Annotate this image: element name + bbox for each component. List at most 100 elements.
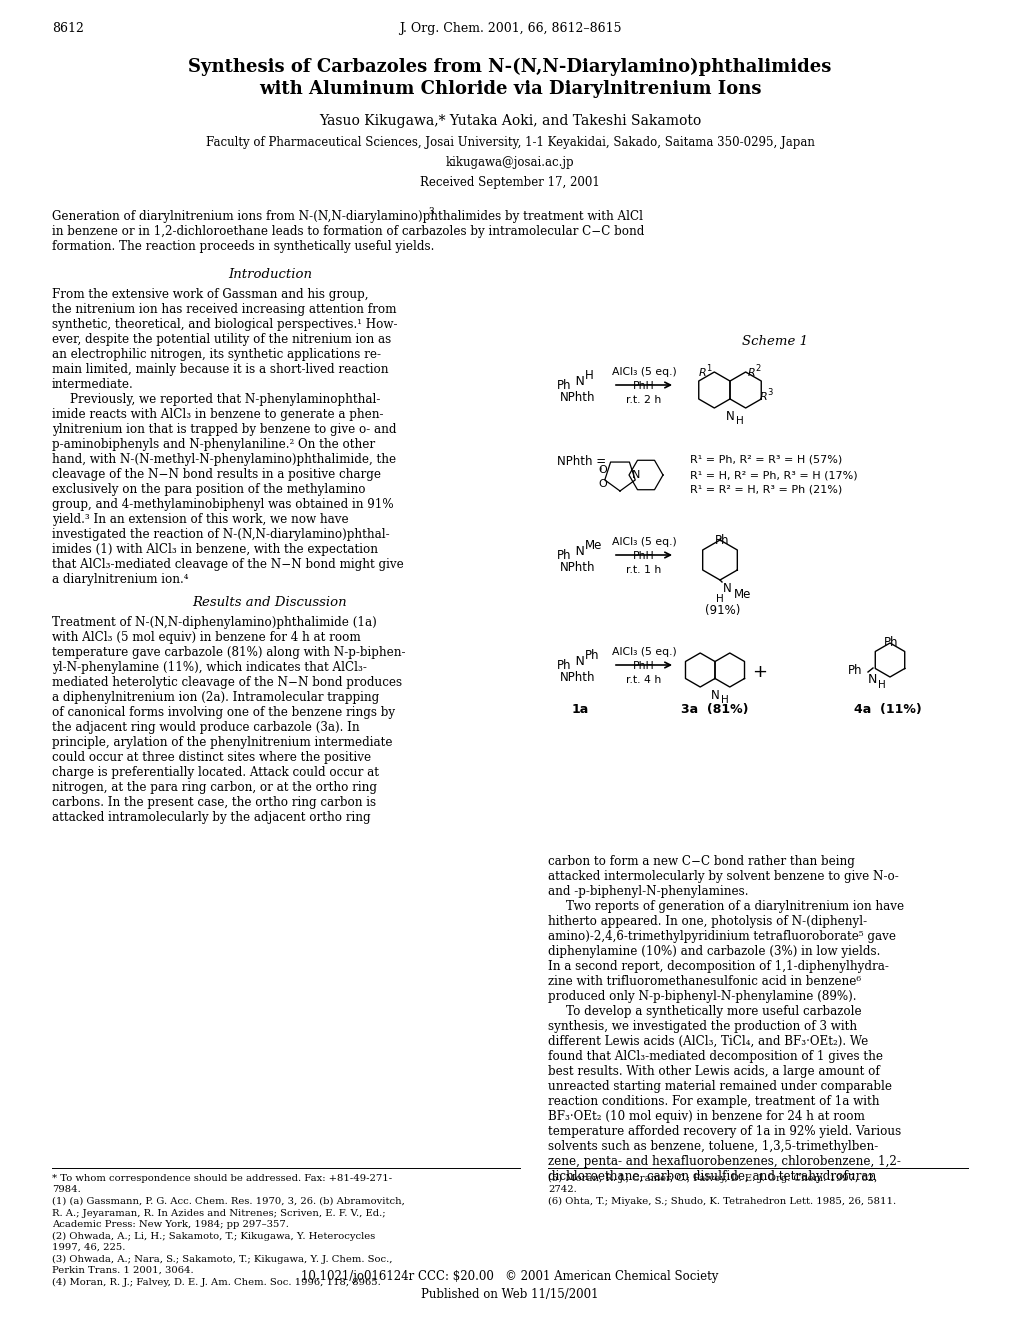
Text: investigated the reaction of N-(N,N-diarylamino)phthal-: investigated the reaction of N-(N,N-diar… [52,528,389,541]
Text: N: N [573,375,584,388]
Text: R: R [759,392,766,403]
Text: temperature afforded recovery of 1a in 92% yield. Various: temperature afforded recovery of 1a in 9… [547,1125,901,1138]
Text: the nitrenium ion has received increasing attention from: the nitrenium ion has received increasin… [52,304,396,315]
Text: temperature gave carbazole (81%) along with N-p-biphen-: temperature gave carbazole (81%) along w… [52,645,406,659]
Text: Ph: Ph [556,379,571,392]
Text: R: R [698,368,705,378]
Text: main limited, mainly because it is a short-lived reaction: main limited, mainly because it is a sho… [52,363,388,376]
Text: 3: 3 [767,388,772,397]
Text: 2742.: 2742. [547,1185,576,1195]
Text: AlCl₃ (5 eq.): AlCl₃ (5 eq.) [611,367,676,378]
Text: H: H [715,594,723,605]
Text: imide reacts with AlCl₃ in benzene to generate a phen-: imide reacts with AlCl₃ in benzene to ge… [52,408,383,421]
Text: Faculty of Pharmaceutical Sciences, Josai University, 1-1 Keyakidai, Sakado, Sai: Faculty of Pharmaceutical Sciences, Josa… [206,136,813,149]
Text: principle, arylation of the phenylnitrenium intermediate: principle, arylation of the phenylnitren… [52,737,392,748]
Text: NPhth: NPhth [559,671,595,684]
Text: imides (1) with AlCl₃ in benzene, with the expectation: imides (1) with AlCl₃ in benzene, with t… [52,543,378,556]
Text: (4) Moran, R. J.; Falvey, D. E. J. Am. Chem. Soc. 1996, 118, 8965.: (4) Moran, R. J.; Falvey, D. E. J. Am. C… [52,1278,380,1287]
Text: J. Org. Chem. 2001, 66, 8612–8615: J. Org. Chem. 2001, 66, 8612–8615 [398,22,621,36]
Text: PhH: PhH [633,381,654,391]
Text: 4a  (11%): 4a (11%) [853,704,921,715]
Text: that AlCl₃-mediated cleavage of the N−N bond might give: that AlCl₃-mediated cleavage of the N−N … [52,558,404,572]
Text: N: N [573,655,584,668]
Text: N: N [726,411,734,422]
Text: To develop a synthetically more useful carbazole: To develop a synthetically more useful c… [566,1005,861,1018]
Text: cleavage of the N−N bond results in a positive charge: cleavage of the N−N bond results in a po… [52,469,381,480]
Text: r.t. 2 h: r.t. 2 h [626,395,661,405]
Text: and -p-biphenyl-N-phenylamines.: and -p-biphenyl-N-phenylamines. [547,884,748,898]
Text: Published on Web 11/15/2001: Published on Web 11/15/2001 [421,1288,598,1302]
Text: R: R [747,368,755,378]
Text: r.t. 1 h: r.t. 1 h [626,565,661,576]
Text: O: O [597,479,606,488]
Text: Treatment of N-(N,N-diphenylamino)phthalimide (1a): Treatment of N-(N,N-diphenylamino)phthal… [52,616,376,630]
Text: AlCl₃ (5 eq.): AlCl₃ (5 eq.) [611,537,676,546]
Text: group, and 4-methylaminobiphenyl was obtained in 91%: group, and 4-methylaminobiphenyl was obt… [52,498,393,511]
Text: ylnitrenium ion that is trapped by benzene to give o- and: ylnitrenium ion that is trapped by benze… [52,422,396,436]
Text: best results. With other Lewis acids, a large amount of: best results. With other Lewis acids, a … [547,1065,879,1078]
Text: R¹ = R² = H, R³ = Ph (21%): R¹ = R² = H, R³ = Ph (21%) [689,484,842,495]
Text: Ph: Ph [556,549,571,562]
Text: +: + [752,663,766,681]
Text: a diarylnitrenium ion.⁴: a diarylnitrenium ion.⁴ [52,573,189,586]
Text: PhH: PhH [633,550,654,561]
Text: dichloroethane, carbon disulfide, and tetrahydrofuran: dichloroethane, carbon disulfide, and te… [547,1170,875,1183]
Text: N: N [632,470,640,480]
Text: Me: Me [585,539,602,552]
Text: exclusively on the para position of the methylamino: exclusively on the para position of the … [52,483,365,496]
Text: 7984.: 7984. [52,1185,81,1195]
Text: O: O [597,465,606,475]
Text: synthesis, we investigated the production of 3 with: synthesis, we investigated the productio… [547,1020,856,1034]
Text: zene, penta- and hexafluorobenzenes, chlorobenzene, 1,2-: zene, penta- and hexafluorobenzenes, chl… [547,1155,900,1168]
Text: (91%): (91%) [704,605,740,616]
Text: Synthesis of Carbazoles from N-(N,N-Diarylamino)phthalimides: Synthesis of Carbazoles from N-(N,N-Diar… [189,58,830,77]
Text: * To whom correspondence should be addressed. Fax: +81-49-271-: * To whom correspondence should be addre… [52,1173,391,1183]
Text: attacked intermolecularly by solvent benzene to give N-o-: attacked intermolecularly by solvent ben… [547,870,898,883]
Text: Received September 17, 2001: Received September 17, 2001 [420,176,599,189]
Text: different Lewis acids (AlCl₃, TiCl₄, and BF₃·OEt₂). We: different Lewis acids (AlCl₃, TiCl₄, and… [547,1035,867,1048]
Text: solvents such as benzene, toluene, 1,3,5-trimethylben-: solvents such as benzene, toluene, 1,3,5… [547,1140,877,1152]
Text: H: H [585,370,593,381]
Text: produced only N-p-biphenyl-N-phenylamine (89%).: produced only N-p-biphenyl-N-phenylamine… [547,990,856,1003]
Text: Ph: Ph [883,636,898,649]
Text: N: N [722,582,731,595]
Text: Ph: Ph [714,535,729,546]
Text: 8612: 8612 [52,22,84,36]
Text: (6) Ohta, T.; Miyake, S.; Shudo, K. Tetrahedron Lett. 1985, 26, 5811.: (6) Ohta, T.; Miyake, S.; Shudo, K. Tetr… [547,1197,896,1206]
Text: Previously, we reported that N-phenylaminophthal-: Previously, we reported that N-phenylami… [70,393,380,407]
Text: R. A.; Jeyaraman, R. In Azides and Nitrenes; Scriven, E. F. V., Ed.;: R. A.; Jeyaraman, R. In Azides and Nitre… [52,1209,385,1217]
Text: ever, despite the potential utility of the nitrenium ion as: ever, despite the potential utility of t… [52,333,391,346]
Text: 2: 2 [755,364,760,374]
Text: nitrogen, at the para ring carbon, or at the ortho ring: nitrogen, at the para ring carbon, or at… [52,781,377,795]
Text: the adjacent ring would produce carbazole (3a). In: the adjacent ring would produce carbazol… [52,721,360,734]
Text: (3) Ohwada, A.; Nara, S.; Sakamoto, T.; Kikugawa, Y. J. Chem. Soc.,: (3) Ohwada, A.; Nara, S.; Sakamoto, T.; … [52,1254,392,1263]
Text: Results and Discussion: Results and Discussion [193,597,347,609]
Text: attacked intramolecularly by the adjacent ortho ring: attacked intramolecularly by the adjacen… [52,810,370,824]
Text: (2) Ohwada, A.; Li, H.; Sakamoto, T.; Kikugawa, Y. Heterocycles: (2) Ohwada, A.; Li, H.; Sakamoto, T.; Ki… [52,1232,375,1241]
Text: H: H [877,680,884,690]
Text: reaction conditions. For example, treatment of 1a with: reaction conditions. For example, treatm… [547,1096,878,1107]
Text: AlCl₃ (5 eq.): AlCl₃ (5 eq.) [611,647,676,657]
Text: Generation of diarylnitrenium ions from N-(N,N-diarylamino)phthalimides by treat: Generation of diarylnitrenium ions from … [52,210,642,223]
Text: could occur at three distinct sites where the positive: could occur at three distinct sites wher… [52,751,371,764]
Text: (1) (a) Gassmann, P. G. Acc. Chem. Res. 1970, 3, 26. (b) Abramovitch,: (1) (a) Gassmann, P. G. Acc. Chem. Res. … [52,1197,405,1206]
Text: BF₃·OEt₂ (10 mol equiv) in benzene for 24 h at room: BF₃·OEt₂ (10 mol equiv) in benzene for 2… [547,1110,864,1123]
Text: Scheme 1: Scheme 1 [741,335,807,348]
Text: 3: 3 [428,207,433,216]
Text: r.t. 4 h: r.t. 4 h [626,675,661,685]
Text: R¹ = H, R² = Ph, R³ = H (17%): R¹ = H, R² = Ph, R³ = H (17%) [689,470,857,480]
Text: Two reports of generation of a diarylnitrenium ion have: Two reports of generation of a diarylnit… [566,900,903,913]
Text: R¹ = Ph, R² = R³ = H (57%): R¹ = Ph, R² = R³ = H (57%) [689,455,842,465]
Text: NPhth: NPhth [559,391,595,404]
Text: NPhth =: NPhth = [556,455,605,469]
Text: mediated heterolytic cleavage of the N−N bond produces: mediated heterolytic cleavage of the N−N… [52,676,401,689]
Text: hitherto appeared. In one, photolysis of N-(diphenyl-: hitherto appeared. In one, photolysis of… [547,915,866,928]
Text: N: N [573,545,584,558]
Text: carbons. In the present case, the ortho ring carbon is: carbons. In the present case, the ortho … [52,796,376,809]
Text: hand, with N-(N-methyl-N-phenylamino)phthalimide, the: hand, with N-(N-methyl-N-phenylamino)pht… [52,453,395,466]
Text: found that AlCl₃-mediated decomposition of 1 gives the: found that AlCl₃-mediated decomposition … [547,1049,882,1063]
Text: 1997, 46, 225.: 1997, 46, 225. [52,1243,125,1251]
Text: yield.³ In an extension of this work, we now have: yield.³ In an extension of this work, we… [52,513,348,525]
Text: of canonical forms involving one of the benzene rings by: of canonical forms involving one of the … [52,706,394,719]
Text: 1a: 1a [571,704,588,715]
